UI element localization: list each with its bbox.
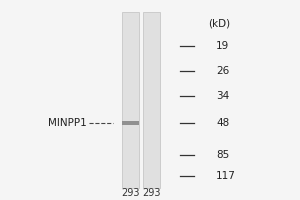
FancyBboxPatch shape: [122, 121, 139, 125]
Text: 48: 48: [216, 118, 229, 128]
Text: 19: 19: [216, 41, 229, 51]
Text: 85: 85: [216, 150, 229, 160]
Text: 117: 117: [216, 171, 236, 181]
Text: 26: 26: [216, 66, 229, 76]
Text: 34: 34: [216, 91, 229, 101]
Text: 293: 293: [142, 188, 161, 198]
Text: (kD): (kD): [208, 19, 231, 29]
FancyBboxPatch shape: [122, 12, 139, 188]
Text: 293: 293: [121, 188, 140, 198]
FancyBboxPatch shape: [143, 12, 160, 188]
Text: MINPP1: MINPP1: [48, 118, 87, 128]
